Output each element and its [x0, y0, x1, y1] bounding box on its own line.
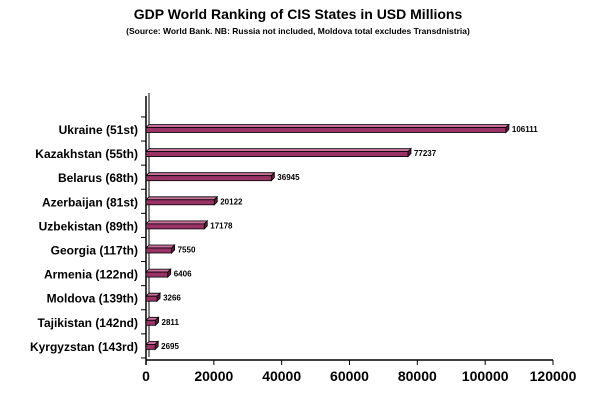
x-tick-label: 120000: [530, 368, 577, 384]
category-label: Belarus (68th): [58, 171, 138, 185]
x-tick-label: 80000: [398, 368, 437, 384]
data-label: 17178: [210, 221, 233, 230]
x-tick-label: 0: [142, 368, 150, 384]
x-tick-label: 60000: [330, 368, 369, 384]
category-label: Tajikistan (142nd): [38, 316, 138, 330]
bar: [145, 295, 158, 302]
bar-top: [145, 148, 412, 153]
bar: [145, 223, 205, 230]
category-label: Ukraine (51st): [59, 123, 138, 137]
bar: [145, 175, 272, 182]
data-label: 77237: [414, 149, 437, 158]
bar-top: [145, 268, 172, 273]
x-tick-label: 20000: [194, 368, 233, 384]
bar: [145, 343, 156, 350]
bar: [145, 319, 156, 326]
category-label: Armenia (122nd): [44, 268, 138, 282]
category-label: Georgia (117th): [51, 244, 138, 258]
bar-top: [145, 196, 219, 201]
bar-top: [145, 124, 510, 128]
data-label: 7550: [178, 246, 196, 255]
bar: [145, 127, 507, 133]
x-tick-label: 100000: [462, 368, 509, 384]
category-label: Kazakhstan (55th): [35, 147, 138, 161]
data-label: 3266: [163, 294, 181, 303]
bar-top: [145, 172, 276, 177]
chart-subtitle: (Source: World Bank. NB: Russia not incl…: [126, 26, 470, 36]
data-label: 20122: [220, 197, 243, 206]
chart-title: GDP World Ranking of CIS States in USD M…: [133, 6, 463, 22]
data-label: 2695: [161, 342, 179, 351]
data-label: 6406: [174, 270, 192, 279]
bar-top: [145, 220, 209, 225]
bar-top: [145, 244, 176, 249]
bar: [145, 199, 215, 206]
category-label: Azerbaijan (81st): [42, 195, 138, 209]
data-label: 2811: [162, 318, 180, 327]
data-label: 36945: [277, 173, 300, 182]
bar: [145, 151, 409, 158]
data-label: 106111: [512, 125, 538, 134]
bar: [145, 271, 169, 278]
bar: [145, 247, 173, 254]
category-label: Uzbekistan (89th): [39, 219, 138, 233]
category-label: Kyrgyzstan (143rd): [30, 340, 138, 354]
category-label: Moldova (139th): [47, 292, 138, 306]
x-tick-label: 40000: [262, 368, 301, 384]
